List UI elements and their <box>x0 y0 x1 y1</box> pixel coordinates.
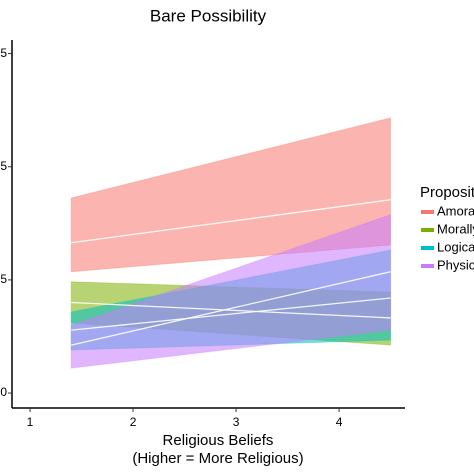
mean-line <box>71 297 391 331</box>
mean-line <box>71 199 391 244</box>
legend-label: Morally <box>437 221 474 236</box>
x-tick-label: 1 <box>27 415 34 429</box>
legend-title: Proposition <box>420 184 474 201</box>
y-tick-label: 0 <box>0 385 7 399</box>
x-axis-label: Religious Beliefs <box>163 432 274 449</box>
y-tick-label: 7.5 <box>0 46 7 60</box>
x-tick-label: 3 <box>233 415 240 429</box>
y-tick-label: 2.5 <box>0 272 7 286</box>
x-tick-label: 2 <box>130 415 137 429</box>
y-tick-label: 5 <box>0 159 7 173</box>
legend-label: Amoral <box>437 203 474 218</box>
x-tick-label: 4 <box>336 415 343 429</box>
mean-line <box>71 271 391 346</box>
uncertainty-band <box>70 214 392 369</box>
mean-line <box>71 301 391 319</box>
x-axis-label: (Higher = More Religious) <box>132 450 303 467</box>
legend-label: Physically <box>437 257 474 272</box>
legend-label: Logically <box>437 239 474 254</box>
chart-title: Bare Possibility <box>150 6 267 25</box>
